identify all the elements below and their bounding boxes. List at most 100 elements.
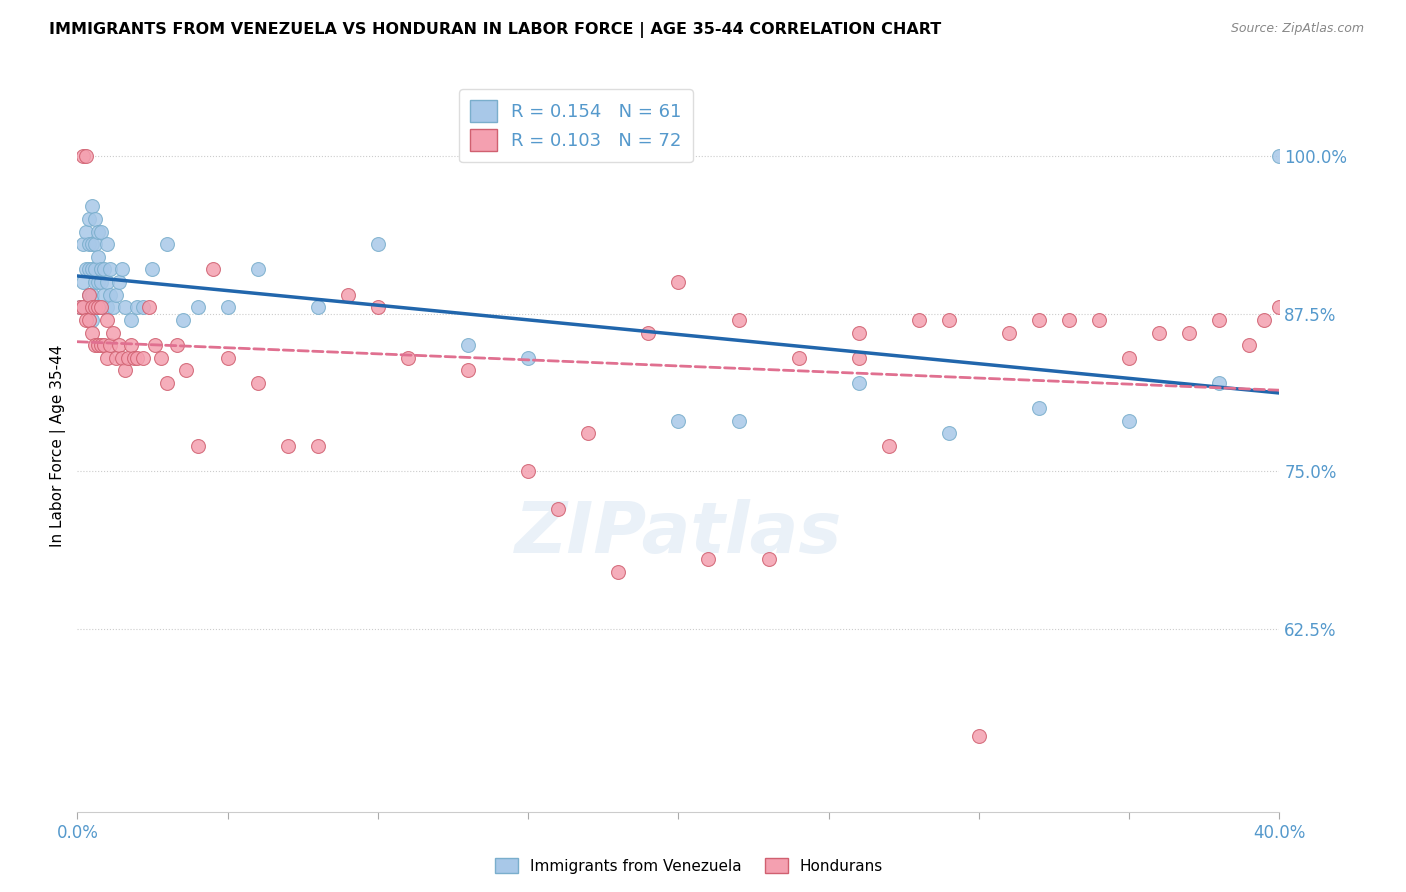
Point	[246, 262, 269, 277]
Point	[277, 439, 299, 453]
Point	[69, 300, 91, 314]
Y-axis label: In Labor Force | Age 35-44: In Labor Force | Age 35-44	[51, 345, 66, 547]
Point	[93, 338, 115, 352]
Point	[93, 287, 115, 301]
Point	[877, 439, 900, 453]
Point	[336, 287, 359, 301]
Point	[1057, 313, 1080, 327]
Point	[367, 300, 389, 314]
Point	[84, 338, 107, 352]
Point	[187, 439, 209, 453]
Point	[90, 300, 112, 314]
Point	[141, 262, 163, 277]
Point	[145, 338, 167, 352]
Point	[607, 565, 630, 579]
Point	[103, 300, 125, 314]
Point	[1208, 376, 1230, 390]
Point	[82, 313, 104, 327]
Point	[87, 300, 110, 314]
Point	[103, 326, 125, 340]
Point	[87, 225, 110, 239]
Point	[517, 464, 540, 478]
Point	[150, 351, 173, 365]
Point	[87, 275, 110, 289]
Text: ZIPatlas: ZIPatlas	[515, 500, 842, 568]
Point	[79, 212, 101, 227]
Point	[117, 351, 139, 365]
Point	[79, 262, 101, 277]
Point	[82, 262, 104, 277]
Point	[100, 338, 122, 352]
Point	[114, 300, 136, 314]
Point	[75, 313, 97, 327]
Point	[727, 414, 749, 428]
Point	[166, 338, 188, 352]
Point	[79, 287, 101, 301]
Text: Source: ZipAtlas.com: Source: ZipAtlas.com	[1230, 22, 1364, 36]
Point	[187, 300, 209, 314]
Point	[72, 149, 94, 163]
Point	[96, 313, 118, 327]
Point	[201, 262, 224, 277]
Point	[120, 338, 142, 352]
Point	[82, 287, 104, 301]
Point	[727, 313, 749, 327]
Point	[114, 363, 136, 377]
Point	[108, 275, 131, 289]
Point	[87, 338, 110, 352]
Point	[307, 439, 329, 453]
Point	[79, 313, 101, 327]
Point	[1268, 149, 1291, 163]
Point	[848, 326, 870, 340]
Point	[217, 351, 239, 365]
Point	[457, 338, 479, 352]
Point	[637, 326, 659, 340]
Point	[75, 300, 97, 314]
Point	[87, 250, 110, 264]
Point	[908, 313, 931, 327]
Point	[1149, 326, 1171, 340]
Point	[72, 300, 94, 314]
Point	[111, 262, 134, 277]
Point	[1088, 313, 1111, 327]
Point	[457, 363, 479, 377]
Point	[156, 237, 179, 252]
Point	[132, 300, 155, 314]
Point	[105, 287, 128, 301]
Point	[172, 313, 194, 327]
Point	[127, 300, 149, 314]
Point	[79, 237, 101, 252]
Point	[668, 414, 690, 428]
Point	[120, 313, 142, 327]
Point	[1178, 326, 1201, 340]
Point	[82, 199, 104, 213]
Point	[75, 149, 97, 163]
Point	[307, 300, 329, 314]
Point	[1028, 313, 1050, 327]
Point	[1028, 401, 1050, 416]
Point	[84, 237, 107, 252]
Legend: Immigrants from Venezuela, Hondurans: Immigrants from Venezuela, Hondurans	[489, 852, 889, 880]
Point	[174, 363, 197, 377]
Point	[1253, 313, 1275, 327]
Point	[84, 275, 107, 289]
Point	[69, 300, 91, 314]
Point	[132, 351, 155, 365]
Point	[84, 262, 107, 277]
Point	[84, 300, 107, 314]
Point	[90, 275, 112, 289]
Point	[758, 552, 780, 566]
Point	[87, 300, 110, 314]
Point	[111, 351, 134, 365]
Point	[396, 351, 419, 365]
Point	[938, 313, 960, 327]
Point	[848, 351, 870, 365]
Point	[75, 262, 97, 277]
Point	[82, 300, 104, 314]
Point	[96, 237, 118, 252]
Point	[90, 225, 112, 239]
Point	[576, 426, 599, 441]
Point	[246, 376, 269, 390]
Point	[1268, 300, 1291, 314]
Legend: R = 0.154   N = 61, R = 0.103   N = 72: R = 0.154 N = 61, R = 0.103 N = 72	[458, 89, 693, 162]
